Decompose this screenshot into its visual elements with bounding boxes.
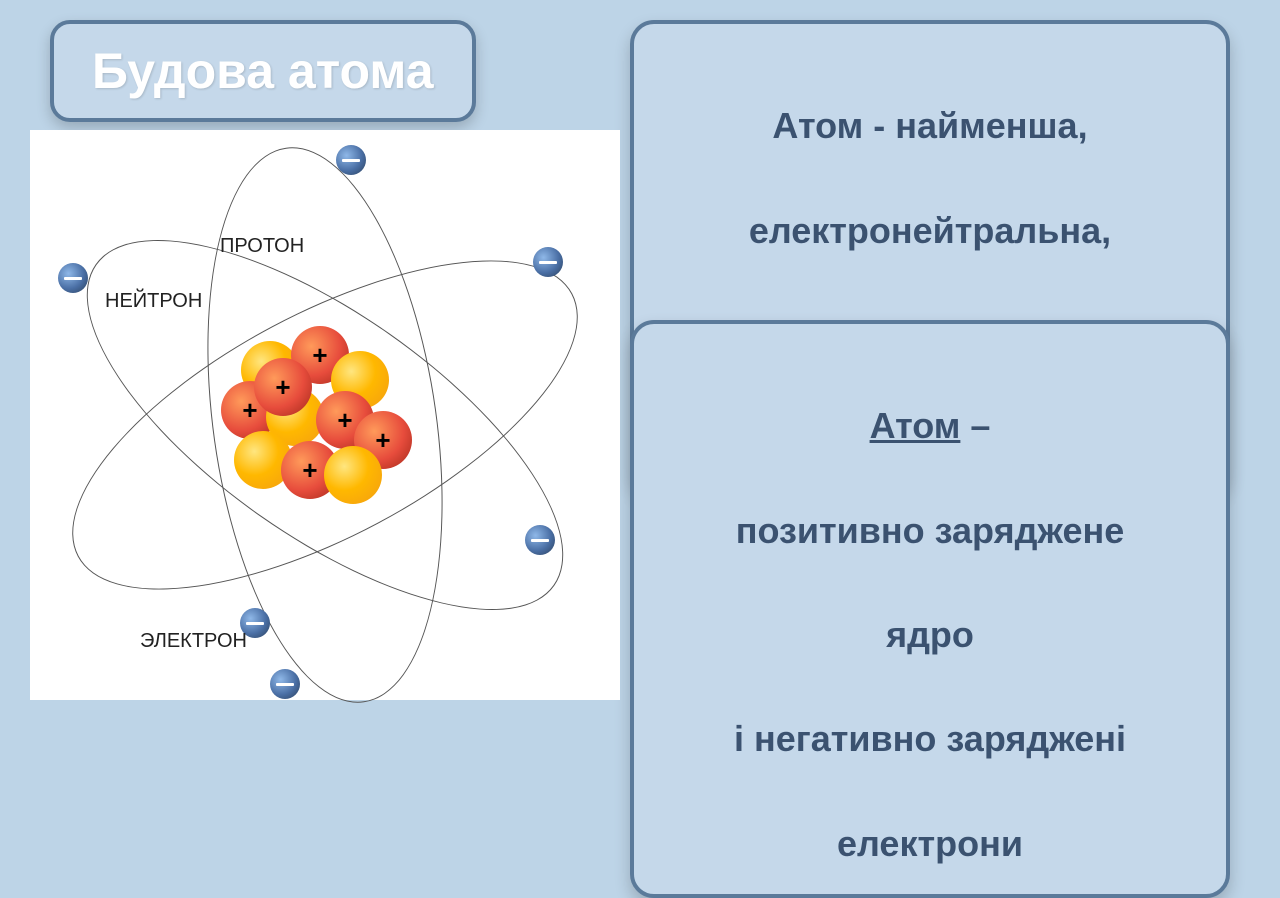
def2-line2: позитивно заряджене bbox=[736, 510, 1125, 551]
def2-line3: ядро bbox=[886, 614, 974, 655]
plus-icon: + bbox=[312, 340, 327, 371]
def2-line4: і негативно заряджені bbox=[734, 718, 1126, 759]
minus-icon bbox=[539, 261, 557, 264]
def1-line2: електронейтральна, bbox=[749, 210, 1111, 251]
minus-icon bbox=[342, 159, 360, 162]
electron-particle bbox=[525, 525, 555, 555]
def2-line5: електрони bbox=[837, 823, 1023, 864]
neutron-label: НЕЙТРОН bbox=[105, 290, 202, 313]
neutron-particle bbox=[324, 446, 382, 504]
proton-label: ПРОТОН bbox=[220, 235, 304, 258]
definition-box-2: Атом – позитивно заряджене ядро і негати… bbox=[630, 320, 1230, 898]
def1-line1-rest: - найменша, bbox=[863, 105, 1087, 146]
electron-particle bbox=[533, 247, 563, 277]
minus-icon bbox=[64, 277, 82, 280]
def1-strong: Атом bbox=[772, 105, 863, 146]
title-box: Будова атома bbox=[50, 20, 476, 122]
electron-particle bbox=[336, 145, 366, 175]
electron-label: ЭЛЕКТРОН bbox=[140, 630, 247, 653]
plus-icon: + bbox=[337, 405, 352, 436]
minus-icon bbox=[531, 539, 549, 542]
plus-icon: + bbox=[275, 372, 290, 403]
plus-icon: + bbox=[242, 395, 257, 426]
minus-icon bbox=[276, 683, 294, 686]
plus-icon: + bbox=[302, 455, 317, 486]
minus-icon bbox=[246, 622, 264, 625]
page-title: Будова атома bbox=[92, 42, 434, 100]
electron-particle bbox=[58, 263, 88, 293]
definition-text-2: Атом – позитивно заряджене ядро і негати… bbox=[664, 348, 1196, 870]
plus-icon: + bbox=[375, 425, 390, 456]
def2-underline: Атом bbox=[870, 405, 961, 446]
atom-diagram: + + + + + + ПРОТОН НЕЙТРОН ЭЛЕКТРОН bbox=[30, 130, 620, 700]
proton-particle: + bbox=[254, 358, 312, 416]
def2-line1-rest: – bbox=[960, 405, 990, 446]
electron-particle bbox=[270, 669, 300, 699]
